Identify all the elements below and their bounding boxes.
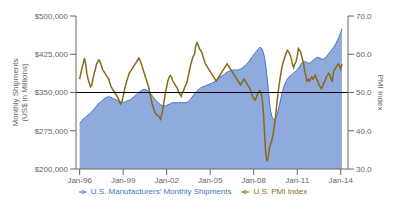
svg-text:Monthly Shipments: Monthly Shipments (11, 58, 20, 126)
svg-text:$500,000: $500,000 (35, 12, 69, 21)
svg-text:50.0: 50.0 (356, 88, 372, 97)
html-text:U.S. Manufacturers' Monthly Sh: U.S. Manufacturers' Monthly Shipments (90, 187, 232, 196)
svg-text:Jan-14: Jan-14 (329, 176, 354, 185)
svg-text:$350,000: $350,000 (35, 88, 69, 97)
svg-text:$425,000: $425,000 (35, 50, 69, 59)
svg-text:Jan-11: Jan-11 (285, 176, 309, 185)
svg-text:(US$ in Millions): (US$ in Millions) (20, 63, 29, 122)
svg-text:60.0: 60.0 (356, 50, 372, 59)
svg-text:70.0: 70.0 (356, 12, 372, 21)
svg-text:Jan-05: Jan-05 (198, 176, 223, 185)
svg-text:Jan-02: Jan-02 (154, 176, 179, 185)
svg-text:Jan-96: Jan-96 (67, 176, 92, 185)
svg-text:PMI Index: PMI Index (376, 74, 385, 110)
svg-text:$275,000: $275,000 (35, 127, 69, 136)
html-text:U.S. PMI Index: U.S. PMI Index (253, 187, 308, 196)
svg-text:30.0: 30.0 (356, 165, 372, 174)
svg-text:$200,000: $200,000 (35, 165, 69, 174)
svg-text:Jan-08: Jan-08 (241, 176, 266, 185)
svg-text:40.0: 40.0 (356, 127, 372, 136)
svg-text:Jan-99: Jan-99 (111, 176, 136, 185)
